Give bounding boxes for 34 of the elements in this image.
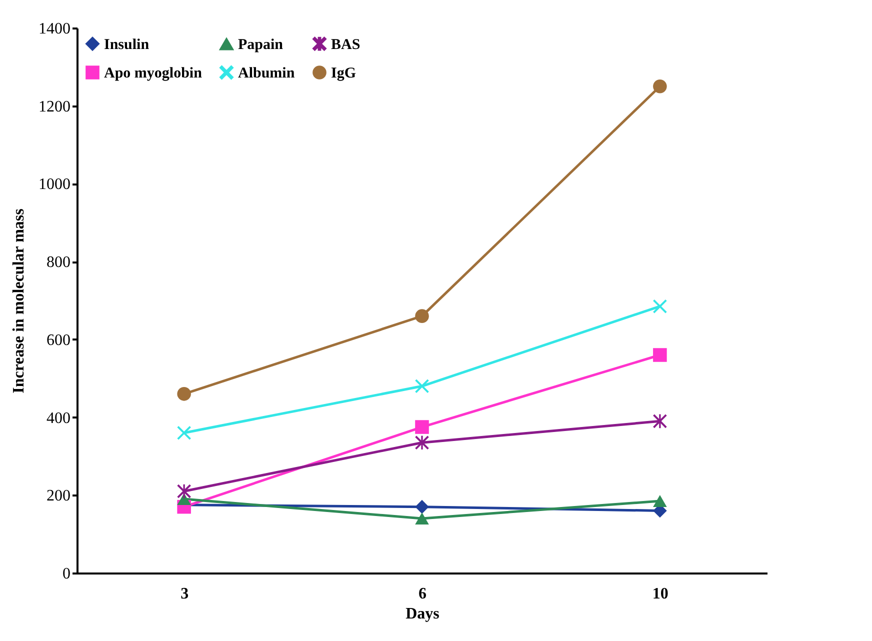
point — [177, 484, 191, 498]
point — [177, 387, 191, 401]
legend-label: Apo myoglobin — [104, 66, 203, 82]
y-tick-label: 1400 — [38, 20, 70, 38]
x-axis-title: Days — [406, 606, 440, 622]
point — [653, 414, 667, 428]
point — [653, 348, 667, 362]
y-tick-label: 800 — [46, 254, 70, 272]
point — [415, 500, 429, 514]
legend-label: Insulin — [104, 36, 150, 53]
y-tick-label: 1200 — [38, 98, 70, 116]
point — [177, 426, 191, 440]
y-tick-label: 200 — [46, 488, 70, 505]
y-tick-label: 1000 — [38, 176, 70, 194]
legend-label: Papain — [238, 37, 284, 54]
y-tick-label: 0 — [62, 566, 70, 582]
x-tick-label: 6 — [418, 586, 426, 602]
y-tick-label: 600 — [46, 332, 70, 349]
point — [653, 299, 667, 314]
legend-label: BAS — [331, 36, 360, 53]
y-tick-label: 400 — [46, 410, 70, 427]
x-tick-label: 3 — [180, 586, 189, 602]
x-tick-label: 10 — [652, 586, 668, 602]
point — [177, 493, 191, 506]
point — [415, 512, 429, 524]
point — [653, 495, 667, 507]
legend-label: IgG — [331, 66, 356, 82]
point — [415, 379, 429, 394]
legend-label: Albumin — [238, 66, 296, 82]
point — [415, 309, 429, 323]
point — [653, 80, 667, 94]
y-axis-title: Increase in molecular mass — [10, 208, 28, 394]
point — [415, 420, 429, 434]
point — [415, 436, 429, 450]
